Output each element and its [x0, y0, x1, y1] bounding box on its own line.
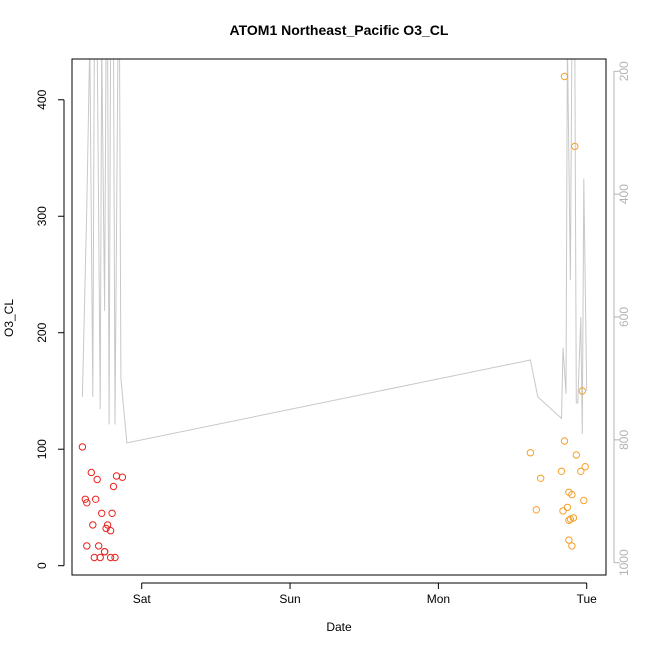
- point-s1-0: [78, 443, 87, 451]
- y-tick-label-300: 300: [35, 206, 49, 226]
- point-s2-10: [565, 516, 573, 524]
- point-s1-5: [89, 521, 97, 529]
- point-s1-15: [103, 521, 112, 529]
- point-s2-15: [571, 142, 579, 151]
- point-s2-0: [526, 449, 535, 457]
- point-s2-20: [581, 463, 589, 471]
- point-s1-19: [109, 482, 118, 491]
- point-s1-2: [83, 499, 91, 507]
- point-s2-6: [560, 72, 569, 81]
- y-tick-label-200: 200: [35, 322, 49, 342]
- point-s2-3: [557, 467, 566, 475]
- point-s2-1: [532, 506, 540, 514]
- point-s2-5: [560, 437, 569, 445]
- point-s1-11: [98, 509, 106, 517]
- point-s1-20: [111, 553, 119, 562]
- point-s2-7: [563, 503, 572, 512]
- y2-tick-label-200: 200: [617, 61, 631, 81]
- point-s2-2: [537, 474, 545, 482]
- point-s1-9: [95, 542, 103, 550]
- point-s2-13: [568, 490, 576, 499]
- plot-frame: [71, 58, 607, 576]
- point-s2-14: [569, 514, 578, 522]
- y-tick-label-0: 0: [35, 562, 49, 569]
- series-line: [81, 59, 588, 444]
- point-s1-6: [90, 553, 99, 562]
- point-s1-7: [92, 495, 100, 503]
- y-axis-label: O3_CL: [2, 299, 16, 337]
- plot-area: 0 100 200 300 400 200 400 600 800 1000 Sat Sun Mon Tu…: [35, 58, 631, 606]
- point-s1-14: [102, 524, 110, 533]
- point-s2-4: [559, 507, 567, 515]
- point-s1-8: [93, 475, 101, 484]
- y2-tick-label-600: 600: [617, 307, 631, 327]
- point-s1-18: [108, 509, 116, 517]
- x-tick-label-sun: Sun: [279, 592, 300, 606]
- y-tick-label-400: 400: [35, 89, 49, 109]
- y2-tick-label-1000: 1000: [617, 549, 631, 576]
- y-tick-label-100: 100: [35, 439, 49, 459]
- y2-tick-label-800: 800: [617, 430, 631, 450]
- point-s2-19: [580, 496, 588, 505]
- point-s2-18: [578, 387, 586, 395]
- point-s1-4: [87, 468, 96, 477]
- point-s2-12: [568, 542, 576, 550]
- y2-tick-label-400: 400: [617, 184, 631, 204]
- point-s2-16: [572, 451, 580, 459]
- point-s2-9: [565, 536, 573, 544]
- point-s1-10: [96, 553, 104, 562]
- point-s1-21: [112, 472, 121, 480]
- point-s1-22: [118, 473, 127, 481]
- point-s1-3: [83, 542, 91, 550]
- x-tick-label-tue: Tue: [577, 592, 598, 606]
- point-s2-17: [577, 467, 585, 475]
- point-s1-1: [81, 495, 90, 503]
- point-s1-16: [106, 527, 115, 535]
- point-s1-17: [106, 553, 115, 562]
- point-s1-13: [100, 548, 109, 556]
- chart-title: ATOM1 Northeast_Pacific O3_CL: [230, 22, 449, 38]
- x-tick-label-mon: Mon: [427, 592, 450, 606]
- x-axis-label: Date: [326, 620, 352, 634]
- x-tick-label-sat: Sat: [133, 592, 152, 606]
